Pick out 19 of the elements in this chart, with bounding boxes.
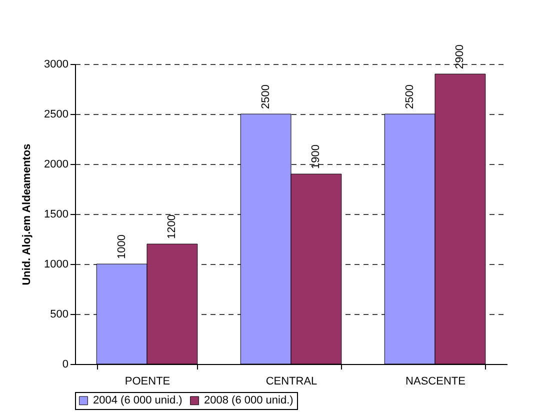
y-tick-label: 2000 — [44, 158, 68, 170]
legend-label: 2008 (6 000 unid.) — [204, 394, 294, 407]
x-tick-label: POENTE — [124, 376, 170, 388]
data-label: 1200 — [166, 214, 178, 239]
data-label: 1000 — [116, 234, 128, 259]
x-tick-label: CENTRAL — [266, 376, 318, 388]
y-tick-label: 0 — [62, 358, 68, 370]
data-label: 2500 — [404, 84, 416, 109]
y-tick-label: 1000 — [44, 258, 68, 270]
y-tick-label: 2500 — [44, 108, 68, 120]
y-axis-title: Unid. Aloj.em Aldeamentos — [21, 144, 34, 286]
data-label: 2500 — [260, 84, 272, 109]
data-label: 1900 — [310, 144, 322, 169]
legend-label: 2004 (6 000 unid.) — [93, 394, 182, 407]
y-tick-label: 1500 — [44, 208, 68, 220]
y-tick-label: 500 — [50, 308, 68, 320]
data-label: 2900 — [454, 44, 466, 69]
y-tick-label: 3000 — [44, 58, 68, 70]
x-tick-label: NASCENTE — [406, 376, 466, 388]
